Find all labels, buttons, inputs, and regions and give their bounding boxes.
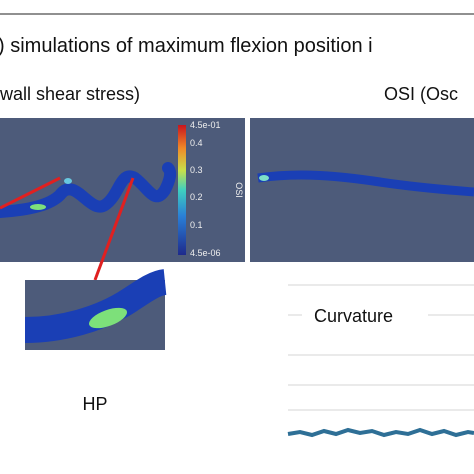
colorbar [178,125,186,255]
arrow [0,176,61,210]
vessel [24,269,168,343]
panel-label: wall shear stress) [0,84,140,104]
colorbar-tick: 4.5e-01 [190,120,221,130]
hotspot [259,175,269,181]
colorbar-tick: 0.4 [190,138,203,148]
figure-title: ) simulations of maximum flexion positio… [0,35,373,57]
colorbar-tick: 4.5e-06 [190,248,221,258]
colorbar-tick: 0.3 [190,165,203,175]
plot-label: Curvature [314,306,393,326]
colorbar-title: OSI [234,182,244,198]
colorbar-tick: 0.1 [190,220,203,230]
colorbar-tick: 0.2 [190,192,203,202]
inset-label: HP [82,394,107,414]
curve [287,427,474,438]
vessel [257,170,474,197]
vessel [0,162,177,218]
hotspot [64,178,72,184]
hotspot [30,204,46,210]
hotspot [89,307,127,329]
arrow [93,177,135,281]
panel-label: OSI (Osc [384,84,458,104]
